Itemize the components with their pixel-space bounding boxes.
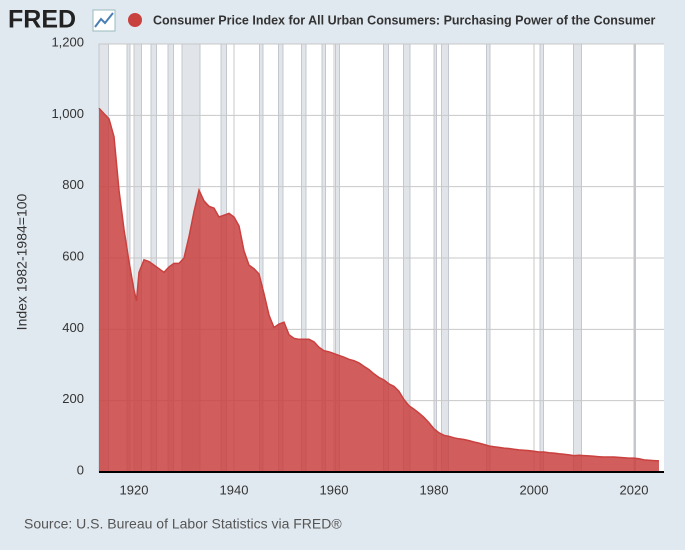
- legend-marker: [128, 13, 142, 27]
- y-tick-label: 400: [62, 320, 84, 335]
- y-tick-label: 800: [62, 177, 84, 192]
- y-axis-label: Index 1982-1984=100: [14, 193, 30, 330]
- y-tick-label: 600: [62, 248, 84, 263]
- x-tick-label: 1940: [220, 482, 249, 497]
- x-tick-label: 1960: [320, 482, 349, 497]
- logo-icon: [92, 9, 116, 32]
- x-tick-label: 1980: [420, 482, 449, 497]
- area-fill: [99, 108, 659, 472]
- y-tick-label: 1,000: [51, 106, 84, 121]
- x-tick-label: 1920: [120, 482, 149, 497]
- x-tick-label: 2020: [620, 482, 649, 497]
- area-line: [98, 107, 660, 462]
- y-tick-label: 1,200: [51, 34, 84, 49]
- logo: FRED: [8, 6, 76, 34]
- source: Source: U.S. Bureau of Labor Statistics …: [24, 516, 342, 532]
- y-tick-label: 200: [62, 391, 84, 406]
- legend-label: Consumer Price Index for All Urban Consu…: [153, 13, 656, 27]
- y-tick-label: 0: [77, 462, 84, 477]
- x-tick-label: 2000: [520, 482, 549, 497]
